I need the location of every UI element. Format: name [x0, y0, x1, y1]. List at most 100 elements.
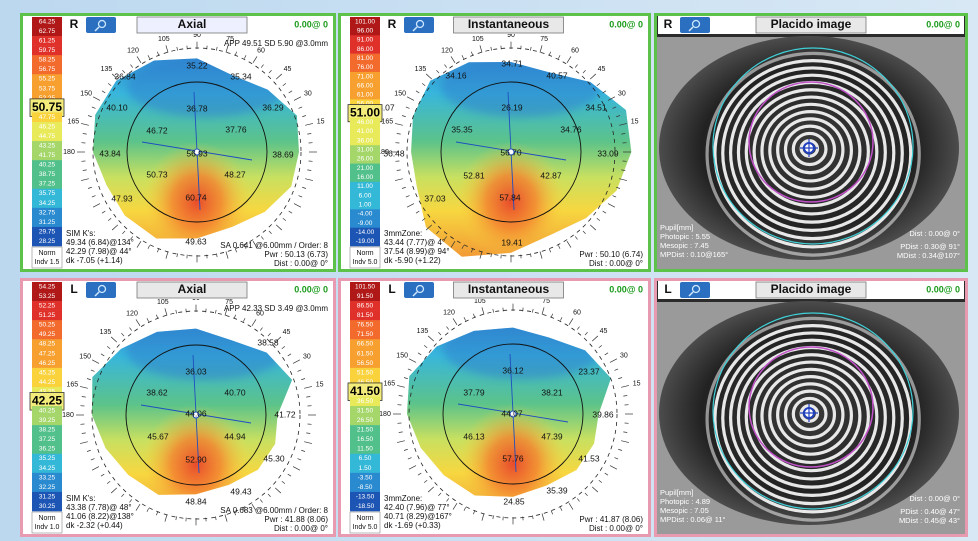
angle-tick	[129, 327, 133, 331]
angle-tick	[479, 251, 483, 259]
map-value: 35.22	[186, 60, 208, 70]
angle-tick	[589, 224, 597, 231]
map-value: 48.84	[185, 496, 207, 506]
scale-label: 11.50	[357, 446, 373, 453]
scale-cell	[32, 425, 62, 435]
pupil-info: Mesopic : 7.45	[660, 241, 709, 250]
angle-tick	[156, 314, 159, 319]
search-button[interactable]	[404, 17, 434, 33]
angle-tick	[566, 56, 572, 63]
angle-tick	[259, 327, 263, 331]
search-button[interactable]	[86, 17, 116, 33]
search-button[interactable]	[680, 282, 710, 298]
placido-ring	[783, 389, 837, 440]
search-icon	[97, 19, 107, 29]
map-hot	[141, 405, 251, 495]
search-icon	[688, 291, 694, 297]
angle-tick	[619, 178, 627, 181]
scale-cell	[350, 453, 380, 464]
scale-label: 45.25	[39, 369, 56, 376]
scale-cell	[32, 339, 62, 350]
scale-label: 91.50	[357, 293, 374, 300]
title-box	[136, 281, 248, 299]
placido-ring	[776, 117, 845, 183]
search-button[interactable]	[680, 17, 710, 33]
scale-cell	[32, 36, 62, 46]
angle-tick	[421, 83, 426, 87]
angle-tick	[164, 308, 168, 316]
angle-tick	[136, 56, 142, 63]
search-button[interactable]	[404, 282, 434, 298]
scale-label: 26.00	[357, 156, 374, 163]
scale-cell	[350, 301, 380, 311]
angle-tick	[406, 203, 415, 208]
angle-tick	[530, 253, 532, 258]
scale-label: 50.25	[39, 322, 56, 329]
power-info: Pwr : 41.87 (8.06)	[579, 515, 643, 524]
search-button[interactable]	[86, 282, 116, 298]
scale-cell	[32, 367, 62, 378]
angle-tick	[401, 186, 406, 189]
angle-tick	[101, 210, 106, 214]
angle-tick	[621, 385, 629, 388]
angle-tick	[275, 73, 283, 80]
angle-tick	[398, 395, 403, 397]
map-value: 44.06	[185, 408, 207, 418]
scale-cell	[32, 207, 62, 218]
indv-label: Indv 5.0	[353, 259, 378, 266]
scale-label: 21.00	[357, 165, 374, 172]
map-value: 23.37	[578, 366, 600, 376]
scale-label: -19.00	[356, 238, 375, 245]
angle-tick	[147, 245, 150, 249]
angle-label: 90	[193, 32, 201, 39]
scale-cell	[350, 434, 380, 445]
angle-tick	[215, 516, 217, 521]
k-info: SIM K's:	[66, 494, 96, 503]
angle-tick	[490, 253, 492, 258]
angle-tick	[616, 186, 621, 189]
angle-tick	[268, 70, 272, 74]
angle-label: 180	[62, 412, 74, 419]
map-value: 19.41	[501, 237, 523, 247]
angle-tick	[584, 332, 588, 336]
search-icon	[97, 284, 107, 294]
angle-tick	[307, 133, 312, 135]
angle-tick	[539, 45, 543, 53]
scale-current: 50.75	[32, 100, 62, 114]
map-value: 44.07	[501, 408, 523, 418]
map-value: 47.93	[111, 193, 133, 203]
angle-tick	[244, 245, 247, 249]
scale-label: 53.75	[39, 85, 56, 92]
angle-tick	[405, 106, 410, 109]
k-info: 49.34 (6.84)@134°	[66, 238, 134, 247]
angle-tick	[558, 245, 561, 249]
angle-tick	[224, 308, 228, 316]
scale-cell	[32, 310, 62, 321]
scale-label: 61.50	[357, 350, 374, 357]
scale-cell	[350, 415, 380, 426]
scale-cell	[32, 45, 62, 56]
scale-label: 30.25	[39, 503, 56, 510]
offset-status: 0.00@ 0	[294, 19, 328, 29]
eye-label: L	[70, 282, 77, 296]
pupil-outline	[748, 81, 874, 203]
scale-label: 11.00	[357, 183, 373, 190]
scale-label: 51.25	[39, 312, 56, 319]
k-info: dk -1.69 (+0.33)	[384, 521, 441, 530]
angle-tick	[90, 458, 95, 461]
angle-tick	[288, 210, 293, 214]
indv-label: Indv 5.0	[353, 524, 378, 531]
angle-tick	[395, 123, 403, 126]
angle-tick	[92, 96, 101, 101]
map-value: 38.62	[146, 387, 168, 397]
angle-label: 60	[256, 311, 264, 318]
map-value: 34.07	[373, 102, 395, 112]
pupil-ring	[440, 81, 582, 223]
angle-tick	[101, 90, 106, 94]
scale-label: 35.75	[39, 190, 56, 197]
scale-cell	[350, 463, 380, 474]
scale-label: 46.50	[357, 379, 374, 386]
angle-tick	[252, 56, 258, 63]
scale-cell	[350, 236, 380, 247]
angle-tick	[259, 499, 263, 503]
